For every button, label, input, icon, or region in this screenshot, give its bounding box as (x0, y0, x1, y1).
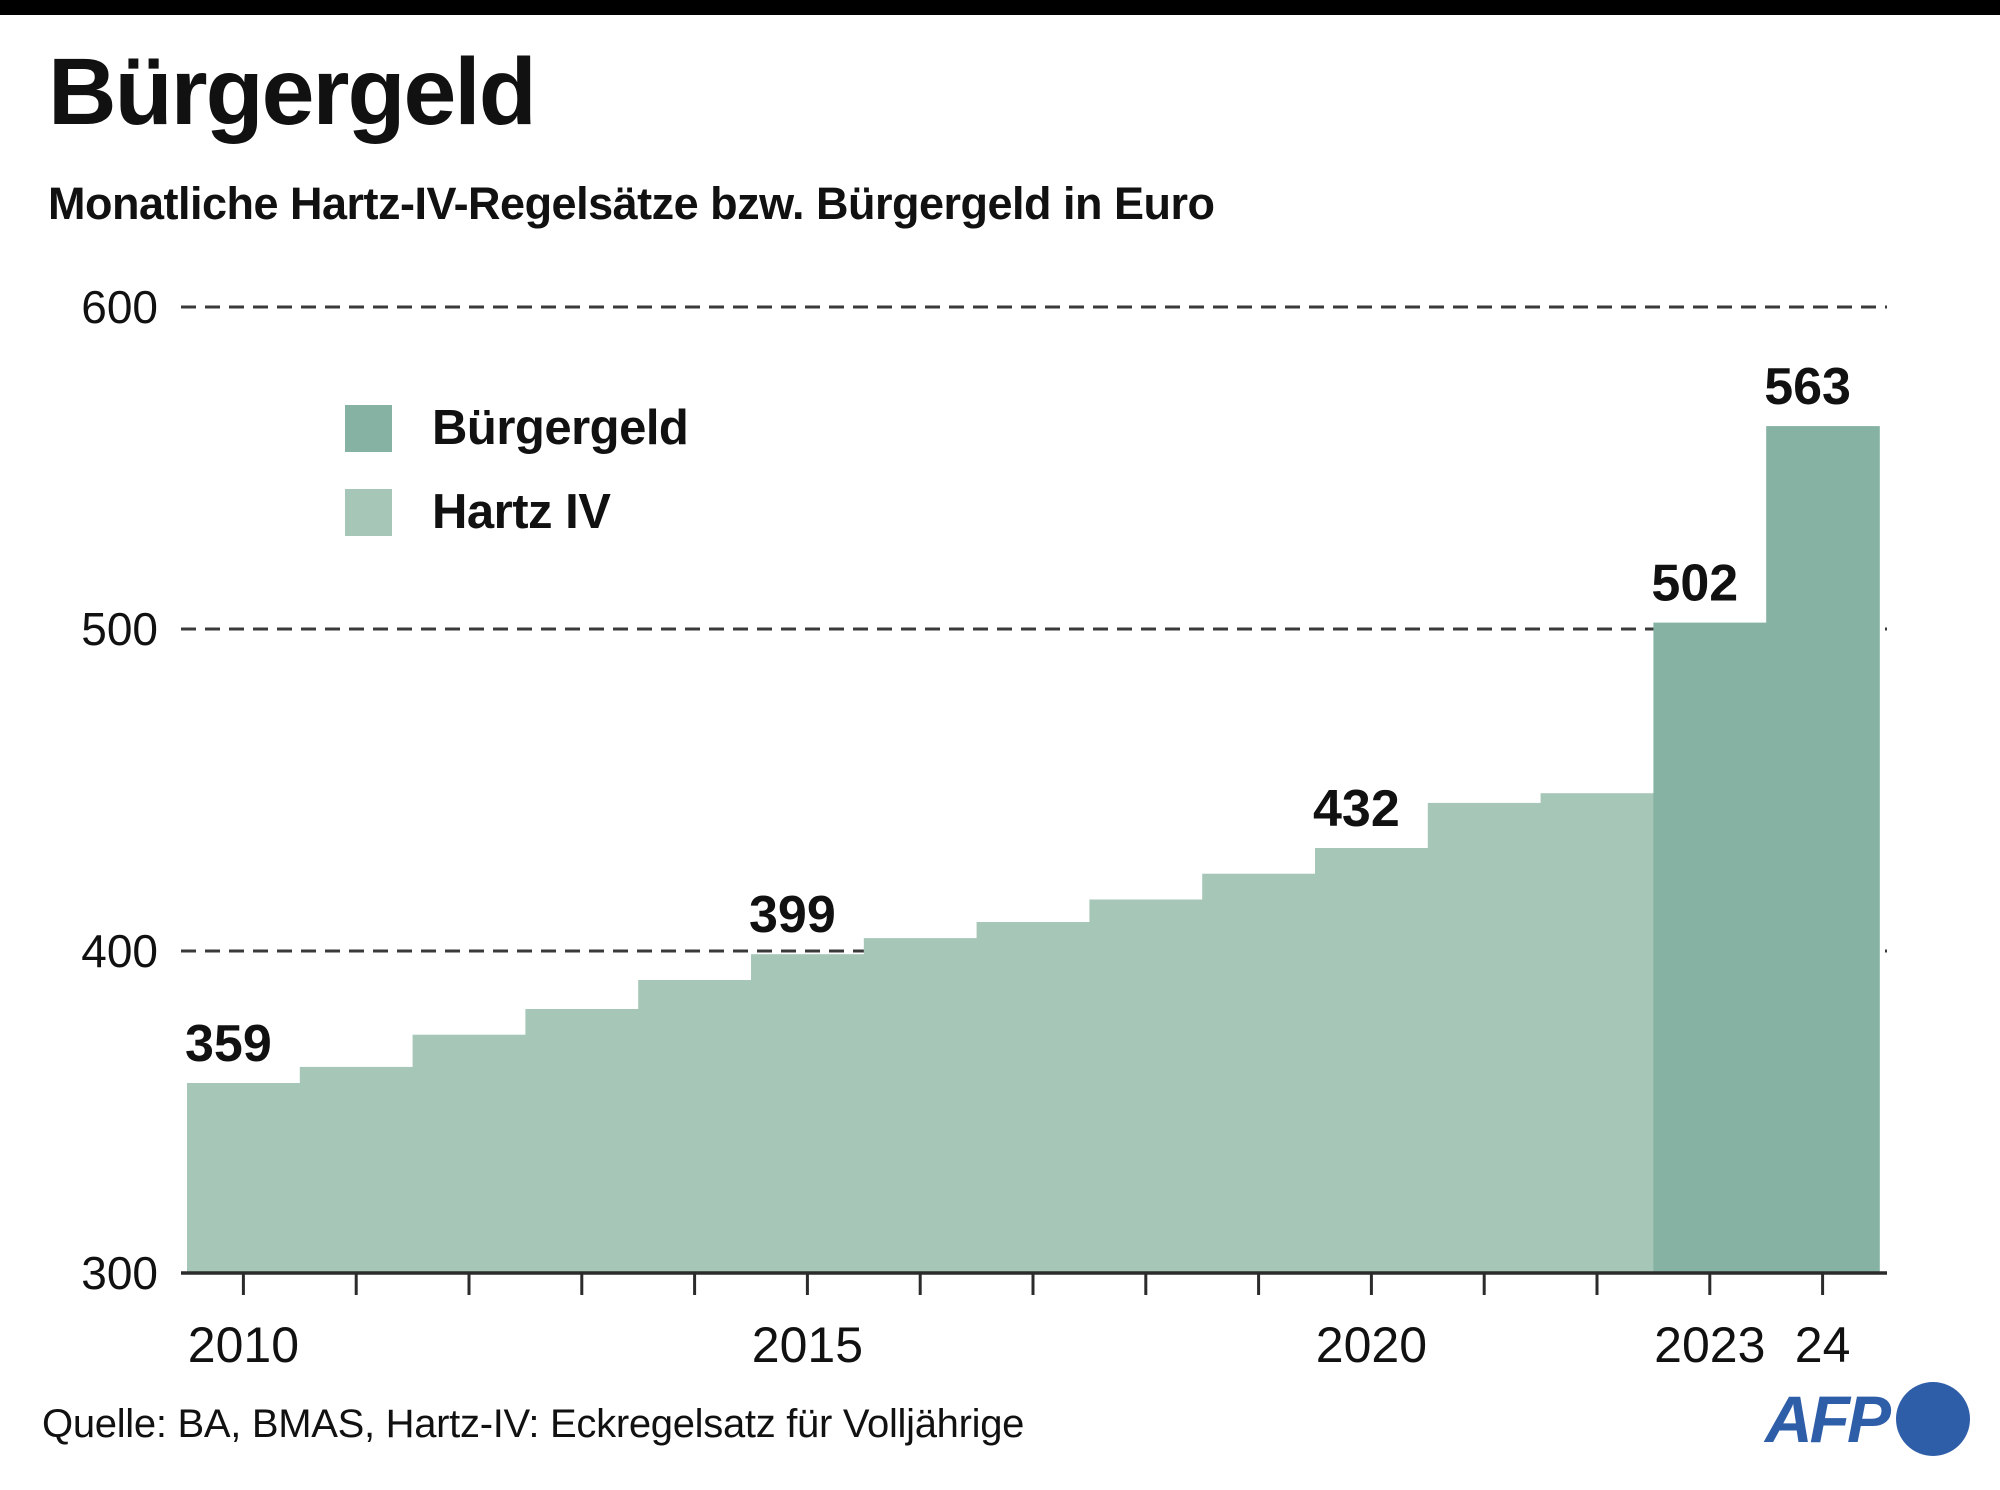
bar-2022 (1540, 793, 1655, 1273)
page-subtitle: Monatliche Hartz-IV-Regelsätze bzw. Bürg… (48, 178, 1215, 229)
value-label-2010: 359 (185, 1015, 272, 1073)
x-axis-label-2010: 2010 (188, 1317, 299, 1373)
source-note: Quelle: BA, BMAS, Hartz-IV: Eckregelsatz… (42, 1402, 1025, 1446)
bar-2012 (412, 1034, 527, 1273)
bar-2024 (1766, 426, 1880, 1274)
legend-item-hartz-iv: Hartz IV (345, 484, 688, 540)
value-label-2024: 563 (1764, 358, 1851, 416)
legend-label-buergergeld: Bürgergeld (432, 401, 689, 455)
chart-legend: Bürgergeld Hartz IV (345, 400, 689, 540)
bar-2020 (1315, 848, 1429, 1273)
legend-label-hartz-iv: Hartz IV (432, 485, 611, 539)
bar-2014 (638, 980, 752, 1273)
value-label-2015: 399 (749, 886, 836, 944)
bar-2010 (187, 1083, 301, 1273)
legend-item-buergergeld: Bürgergeld (345, 400, 689, 456)
afp-logo-text: AFP (1765, 1382, 1891, 1456)
bar-2015 (751, 954, 865, 1273)
page-title: Bürgergeld (48, 39, 537, 145)
bar-2021 (1427, 802, 1542, 1273)
bar-2011 (299, 1066, 414, 1273)
x-axis-label-2023: 2023 (1654, 1317, 1765, 1373)
bar-2018 (1089, 899, 1203, 1273)
bar-2019 (1202, 873, 1316, 1273)
legend-swatch-hartz-iv (345, 488, 392, 536)
bar-2016 (863, 938, 978, 1273)
x-axis-label-2015: 2015 (752, 1317, 863, 1373)
bar-2013 (525, 1009, 639, 1273)
bar-2017 (976, 922, 1091, 1273)
top-black-bar (0, 0, 2000, 15)
y-axis-label-300: 300 (81, 1247, 158, 1299)
x-axis-label-2020: 2020 (1316, 1317, 1427, 1373)
y-axis-label-600: 600 (81, 281, 158, 333)
y-axis-label-400: 400 (81, 925, 158, 977)
x-axis-label-2024: 24 (1795, 1317, 1851, 1373)
value-label-2023: 502 (1651, 555, 1738, 613)
value-label-2020: 432 (1313, 780, 1400, 838)
bar-2023 (1653, 622, 1767, 1273)
legend-swatch-buergergeld (345, 404, 392, 452)
afp-logo: AFP (1765, 1382, 1970, 1456)
y-axis-label-500: 500 (81, 603, 158, 655)
afp-logo-circle-icon (1896, 1382, 1970, 1456)
